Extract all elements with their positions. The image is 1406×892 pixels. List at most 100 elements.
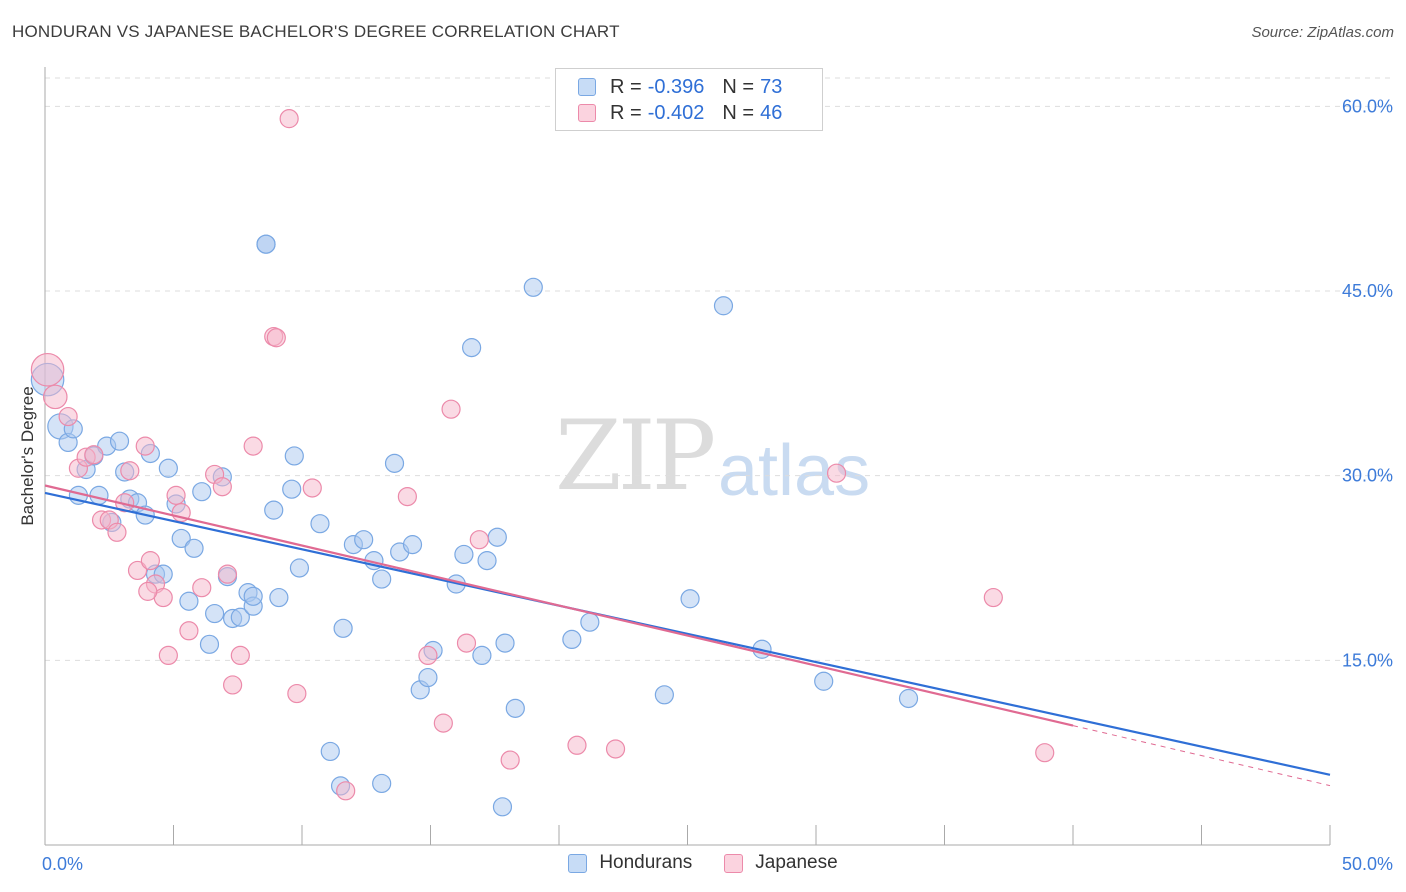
japanese-point	[166, 485, 186, 505]
japanese-point	[58, 406, 78, 427]
honduran-point	[310, 514, 330, 534]
japanese-point	[223, 675, 243, 695]
japanese-point	[138, 581, 158, 601]
honduran-point	[230, 607, 250, 627]
y-tick-label: 45.0%	[1342, 281, 1393, 301]
honduran-point	[523, 277, 543, 297]
japanese-point	[42, 384, 68, 410]
legend-r-label: R =	[610, 101, 642, 124]
honduran-point	[562, 629, 582, 649]
y-tick-label: 15.0%	[1342, 650, 1393, 670]
legend-n-label: N =	[722, 75, 755, 98]
legend-label-hondurans: Hondurans	[599, 852, 693, 873]
honduran-point	[505, 698, 525, 718]
japanese-trend-line	[44, 484, 1074, 727]
japanese-point	[266, 328, 286, 348]
honduran-point	[333, 618, 353, 638]
japanese-point	[500, 750, 520, 770]
hondurans-swatch	[578, 78, 596, 96]
honduran-point	[495, 633, 515, 653]
honduran-point	[171, 528, 191, 549]
japanese-point	[279, 109, 299, 129]
honduran-point	[462, 338, 482, 358]
legend-item-japanese: Japanese	[724, 852, 838, 874]
legend-r-value: -0.402	[647, 101, 705, 124]
japanese-point	[140, 551, 160, 571]
honduran-point	[89, 485, 109, 505]
series-legend: Hondurans Japanese	[0, 852, 1406, 874]
honduran-point	[680, 589, 700, 609]
honduran-point	[814, 671, 834, 691]
legend-n-label: N =	[722, 101, 755, 124]
japanese-point	[605, 739, 626, 759]
japanese-point	[217, 564, 238, 584]
japanese-point	[230, 645, 250, 666]
japanese-point	[826, 463, 847, 483]
honduran-point	[654, 685, 674, 705]
honduran-point	[713, 296, 734, 316]
legend-row-hondurans: R = -0.396 N = 73	[578, 75, 782, 99]
honduran-point	[898, 688, 919, 709]
japanese-point	[302, 478, 322, 498]
honduran-point	[454, 544, 474, 565]
honduran-point	[372, 773, 392, 794]
legend-item-hondurans: Hondurans	[568, 852, 692, 874]
chart-source: Source: ZipAtlas.com	[1251, 24, 1394, 41]
honduran-point	[384, 453, 405, 473]
legend-n-value: 46	[760, 101, 783, 124]
japanese-swatch	[578, 104, 596, 122]
hondurans-trend-line	[44, 491, 1331, 776]
honduran-point	[243, 586, 263, 606]
japanese-point	[212, 477, 232, 497]
japanese-point	[1035, 743, 1055, 763]
honduran-point	[492, 797, 513, 817]
japanese-point	[30, 352, 65, 387]
legend-n-value: 73	[760, 75, 783, 98]
japanese-point	[441, 399, 461, 419]
honduran-point	[158, 458, 178, 478]
honduran-point	[179, 591, 199, 611]
japanese-point	[567, 735, 587, 755]
honduran-point	[199, 634, 220, 654]
japanese-trend-extension	[1072, 725, 1331, 787]
japanese-swatch	[724, 853, 744, 873]
honduran-point	[205, 603, 225, 624]
honduran-point	[418, 667, 438, 688]
japanese-point	[287, 683, 307, 704]
japanese-point	[127, 560, 148, 581]
japanese-point	[135, 436, 155, 456]
honduran-point	[269, 587, 289, 608]
honduran-point	[282, 479, 302, 499]
legend-r-label: R =	[610, 75, 642, 98]
legend-label-japanese: Japanese	[755, 852, 838, 873]
japanese-point	[158, 645, 178, 666]
honduran-point	[289, 558, 310, 578]
y-tick-label: 30.0%	[1342, 466, 1393, 486]
japanese-point	[433, 713, 453, 733]
japanese-point	[84, 445, 104, 465]
honduran-point	[256, 234, 276, 254]
legend-r-value: -0.396	[647, 75, 705, 98]
japanese-point	[983, 587, 1003, 608]
japanese-point	[179, 621, 199, 641]
honduran-point	[320, 741, 340, 762]
honduran-point	[109, 431, 130, 451]
x-tick-label: 50.0%	[1342, 854, 1393, 874]
honduran-point	[192, 482, 212, 502]
x-tick-label: 0.0%	[42, 854, 83, 874]
legend-row-japanese: R = -0.402 N = 46	[578, 101, 782, 125]
y-tick-label: 60.0%	[1342, 96, 1393, 116]
japanese-point	[192, 578, 212, 598]
japanese-point	[397, 486, 417, 507]
chart-title: HONDURAN VS JAPANESE BACHELOR'S DEGREE C…	[12, 22, 620, 41]
honduran-point	[477, 551, 497, 571]
japanese-point	[120, 461, 140, 481]
japanese-point	[107, 522, 127, 542]
honduran-point	[580, 612, 600, 632]
japanese-point	[456, 633, 477, 653]
honduran-point	[264, 500, 284, 520]
japanese-point	[469, 530, 489, 550]
hondurans-swatch	[568, 853, 588, 873]
japanese-point	[336, 781, 356, 801]
